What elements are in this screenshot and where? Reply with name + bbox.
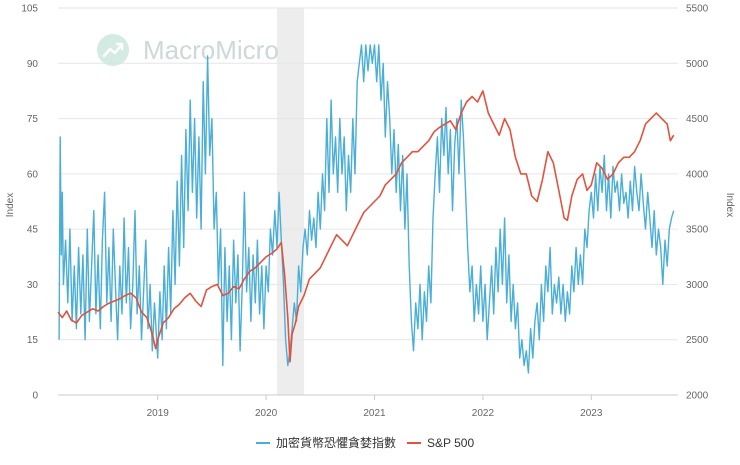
watermark: MacroMicro (97, 34, 279, 66)
x-tick-label: 2023 (580, 408, 603, 419)
left-tick-label: 105 (21, 4, 38, 15)
left-tick-label: 90 (27, 59, 39, 70)
legend-label: S&P 500 (427, 436, 474, 450)
left-tick-label: 30 (27, 280, 39, 291)
left-tick-label: 75 (27, 114, 39, 125)
right-axis-ticks: 2000 2500 3000 3500 4000 4500 5000 5500 (686, 4, 709, 402)
legend-label: 加密貨幣恐懼貪婪指數 (276, 435, 396, 450)
right-tick-label: 5500 (686, 4, 709, 15)
right-tick-label: 5000 (686, 59, 709, 70)
x-axis-ticks: 2019 2020 2021 2022 2023 (147, 395, 603, 419)
series-line-crypto-fear-greed (58, 44, 675, 374)
recession-highlight-band (276, 8, 305, 395)
series-line-sp500 (57, 90, 675, 363)
right-tick-label: 4500 (686, 114, 709, 125)
left-axis-title: Index (5, 193, 16, 217)
watermark-text: MacroMicro (143, 35, 279, 65)
legend: 加密貨幣恐懼貪婪指數 S&P 500 (256, 435, 474, 450)
left-axis-ticks: 0 15 30 45 60 75 90 105 (21, 4, 38, 402)
right-tick-label: 2500 (686, 335, 709, 346)
x-tick-label: 2019 (147, 408, 170, 419)
legend-item-sp500[interactable]: S&P 500 (407, 436, 474, 450)
right-axis-title: Index (724, 193, 735, 217)
left-tick-label: 15 (27, 335, 39, 346)
legend-item-crypto-fear-greed[interactable]: 加密貨幣恐懼貪婪指數 (256, 435, 396, 450)
left-tick-label: 45 (27, 225, 39, 236)
x-tick-label: 2020 (255, 408, 278, 419)
x-tick-label: 2021 (363, 408, 386, 419)
macromicro-logo-icon (97, 34, 129, 66)
right-tick-label: 2000 (686, 391, 709, 402)
right-tick-label: 3500 (686, 225, 709, 236)
x-tick-label: 2022 (472, 408, 495, 419)
right-tick-label: 4000 (686, 169, 709, 180)
left-tick-label: 0 (32, 391, 38, 402)
left-tick-label: 60 (27, 169, 39, 180)
right-tick-label: 3000 (686, 280, 709, 291)
